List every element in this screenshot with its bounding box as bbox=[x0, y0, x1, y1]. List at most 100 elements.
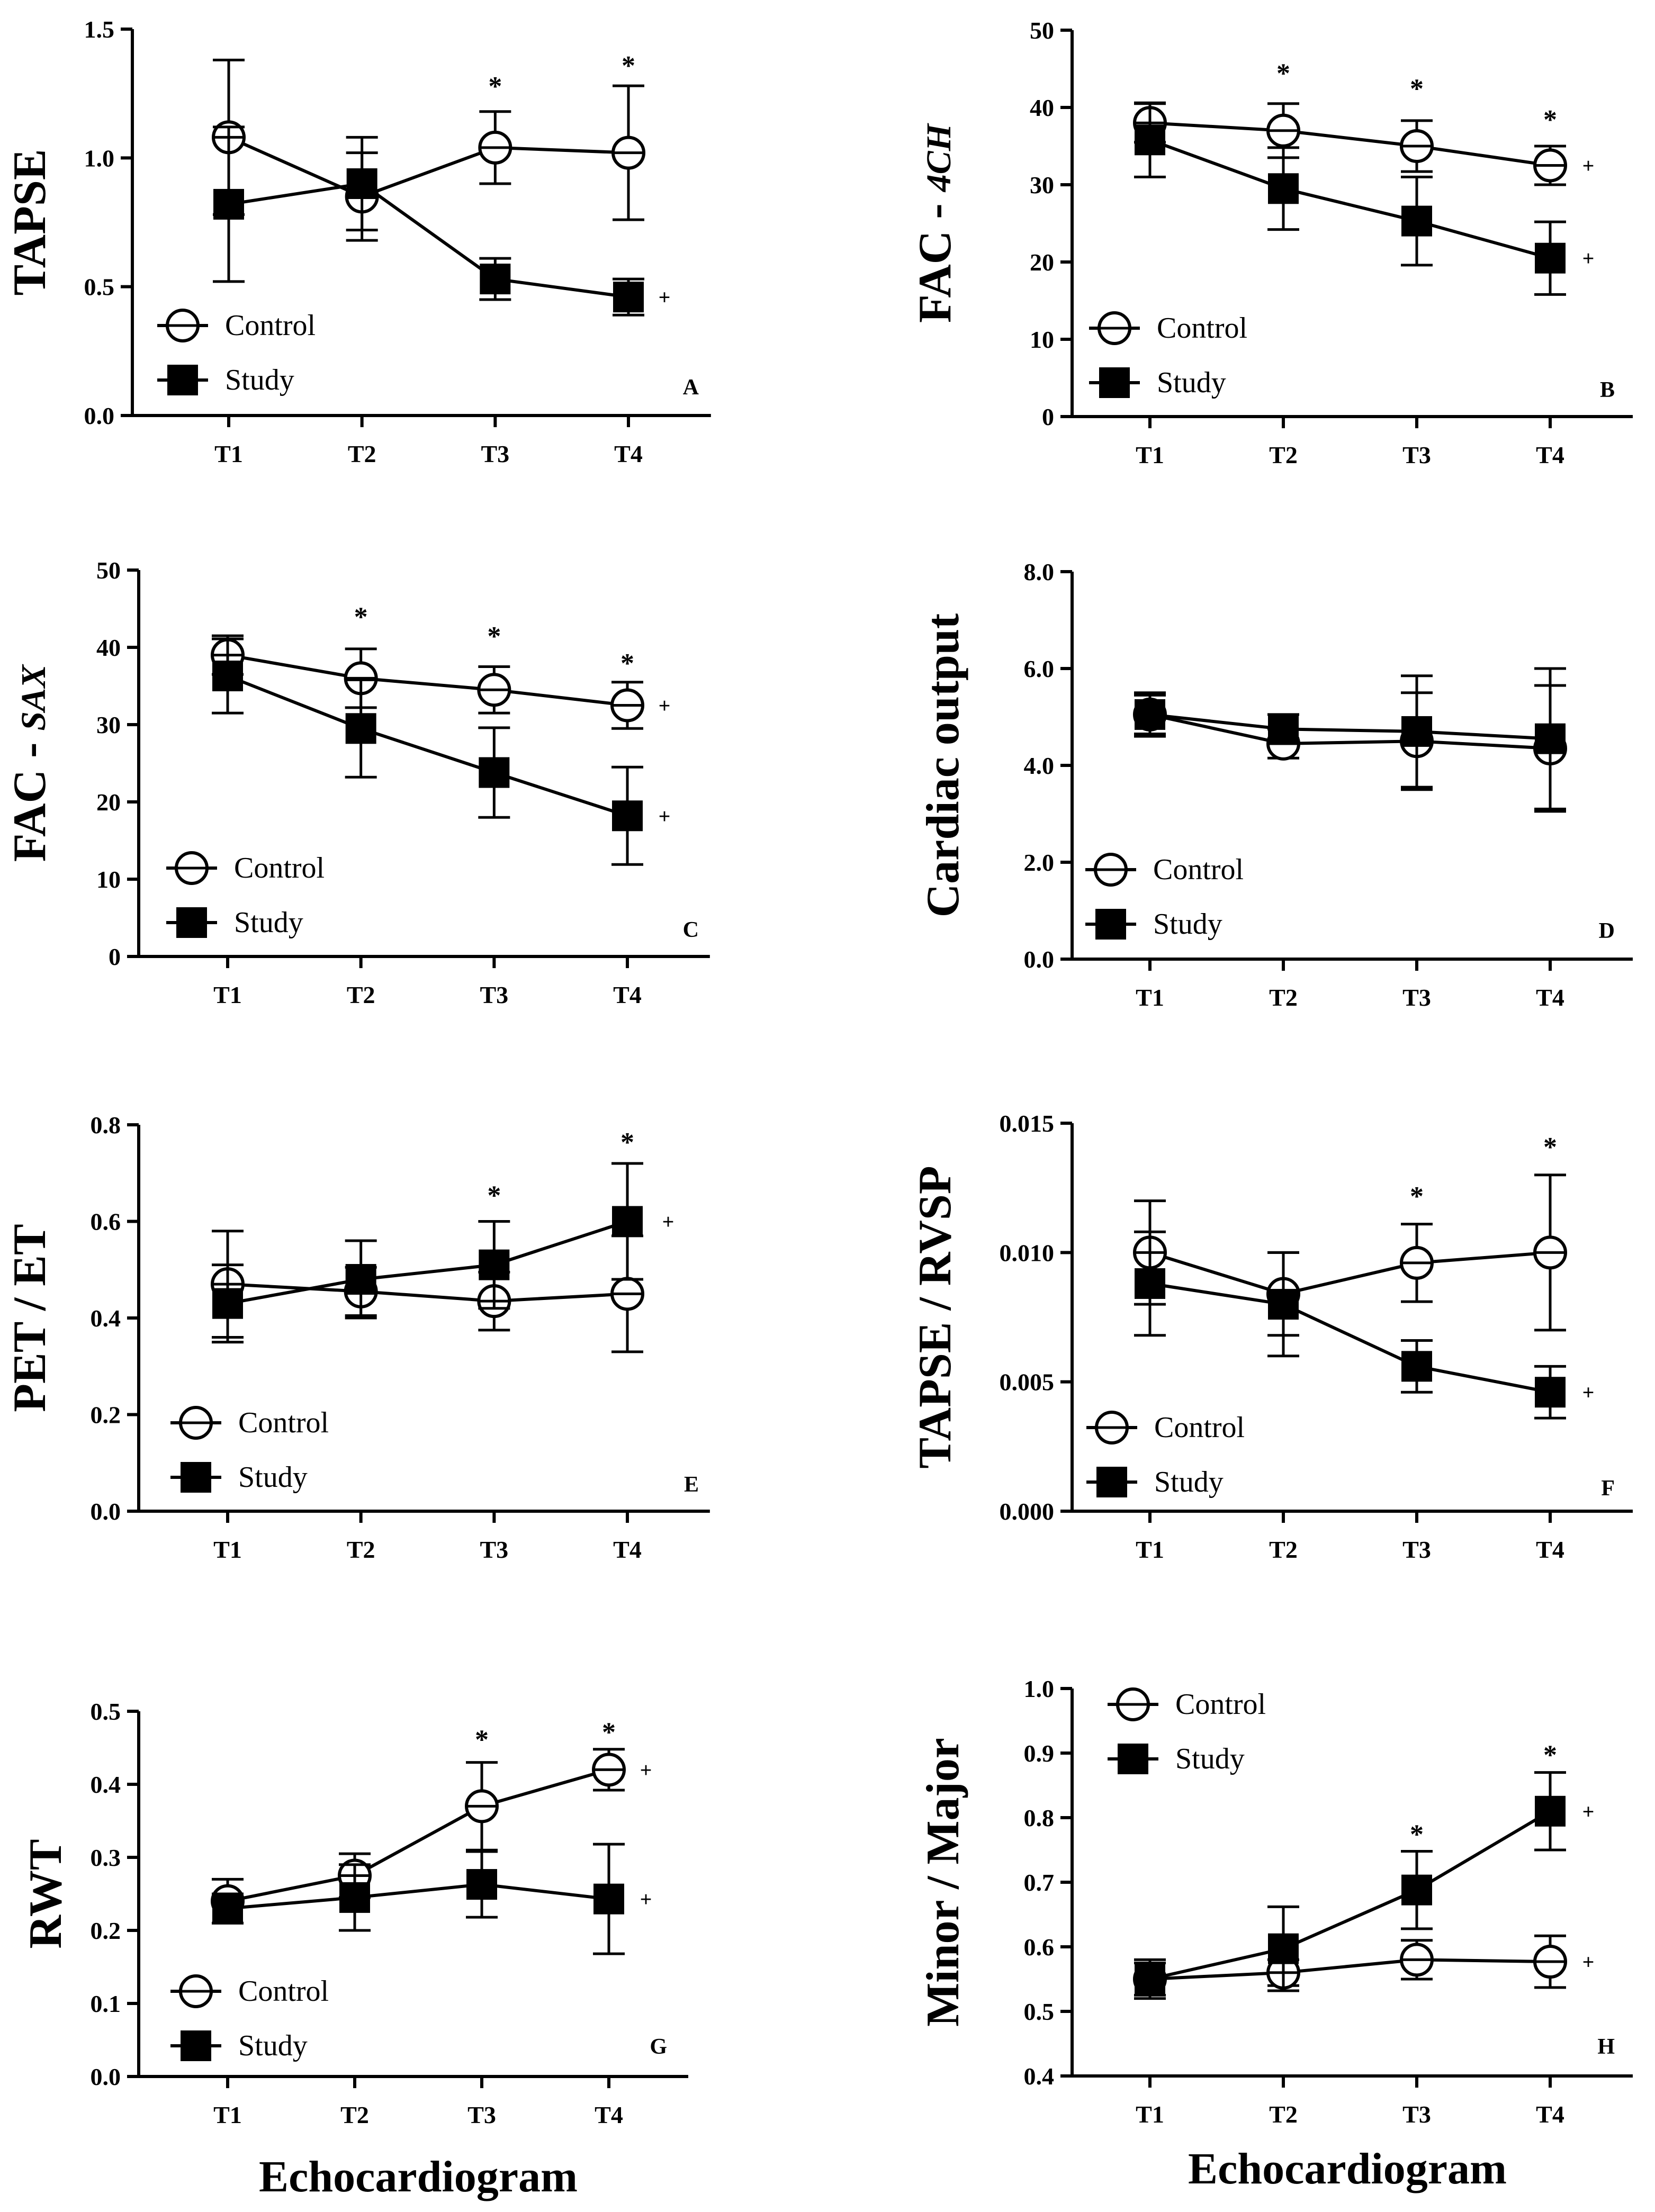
x-tick-label: T3 bbox=[1402, 984, 1431, 1011]
data-point-study bbox=[1135, 1268, 1165, 1299]
legend-study-label: Study bbox=[225, 364, 294, 396]
legend-study-marker bbox=[1096, 1467, 1127, 1497]
x-tick-label: T4 bbox=[1536, 984, 1564, 1011]
x-tick-label: T4 bbox=[613, 981, 642, 1008]
data-point-study bbox=[613, 282, 644, 313]
y-tick-label: 0.5 bbox=[84, 274, 115, 301]
legend-study-label: Study bbox=[238, 2029, 308, 2062]
legend-control-label: Control bbox=[1175, 1688, 1266, 1721]
legend: Control Study bbox=[1108, 1687, 1266, 1775]
y-tick-label: 0.9 bbox=[1024, 1740, 1055, 1767]
significance-star: * bbox=[1410, 74, 1424, 104]
series-control bbox=[1133, 1173, 1567, 1337]
significance-star: * bbox=[602, 1718, 616, 1748]
data-point-study bbox=[1535, 242, 1566, 274]
y-tick-label: 0.3 bbox=[91, 1844, 121, 1871]
series-study bbox=[212, 1162, 643, 1344]
data-point-study bbox=[339, 1882, 370, 1913]
y-axis-title: FAC - SAX bbox=[4, 664, 56, 862]
x-tick-label: T2 bbox=[1269, 984, 1298, 1011]
x-tick-label: T3 bbox=[1402, 441, 1431, 468]
y-tick-label: 0.6 bbox=[91, 1208, 121, 1235]
legend-study-marker bbox=[181, 2030, 211, 2061]
panel-letter: F bbox=[1601, 1476, 1615, 1501]
y-tick-label: 0.000 bbox=[1000, 1498, 1055, 1525]
y-tick-label: 0.6 bbox=[1024, 1934, 1055, 1961]
x-tick-label: T1 bbox=[1136, 984, 1164, 1011]
data-point-study bbox=[1135, 1964, 1165, 1994]
data-point-study bbox=[1268, 1289, 1299, 1320]
data-point-study bbox=[212, 661, 243, 692]
y-tick-label: 0.4 bbox=[91, 1305, 121, 1332]
legend: Control Study bbox=[1085, 853, 1244, 941]
y-tick-label: 0 bbox=[109, 943, 121, 970]
data-point-study bbox=[1401, 205, 1432, 237]
x-axis-title-left: Echocardiogram bbox=[259, 2152, 578, 2201]
y-tick-label: 50 bbox=[96, 557, 121, 584]
legend-control-label: Control bbox=[225, 309, 316, 342]
y-axis-title: FAC - 4CH bbox=[910, 122, 961, 323]
panels: 0.0 0.5 1.0 1.5 T1 T2 T3 T4 TAPSE * * + Control Study… bbox=[4, 16, 1633, 2128]
panel-letter: E bbox=[684, 1473, 699, 1497]
legend-study-label: Study bbox=[238, 1461, 308, 1494]
legend-study-marker bbox=[176, 907, 207, 938]
plus-annotation: + bbox=[1582, 154, 1595, 178]
plus-annotation: + bbox=[1582, 1950, 1595, 1974]
data-point-study bbox=[345, 1264, 376, 1295]
panel-a: 0.0 0.5 1.0 1.5 T1 T2 T3 T4 TAPSE * * + Control Study… bbox=[4, 16, 711, 467]
x-axis-title-right: Echocardiogram bbox=[1188, 2144, 1507, 2193]
x-tick-label: T2 bbox=[348, 440, 376, 467]
significance-star: * bbox=[1543, 1132, 1557, 1162]
legend-study-label: Study bbox=[1175, 1742, 1245, 1775]
data-point-study bbox=[1535, 723, 1566, 754]
x-tick-label: T1 bbox=[213, 1536, 242, 1563]
series-line bbox=[1149, 712, 1551, 750]
data-point-study bbox=[213, 188, 244, 220]
y-axis-title: Minor / Major bbox=[918, 1738, 969, 2027]
significance-star: * bbox=[620, 1127, 634, 1158]
x-tick-label: T2 bbox=[1269, 1536, 1298, 1563]
plus-annotation: + bbox=[1582, 1800, 1595, 1823]
series-line bbox=[1149, 712, 1551, 741]
data-point-study bbox=[593, 1883, 624, 1915]
series-control bbox=[211, 634, 644, 730]
y-tick-label: 4.0 bbox=[1024, 752, 1055, 779]
significance-star: * bbox=[487, 621, 501, 652]
legend-control-label: Control bbox=[1153, 853, 1244, 886]
y-tick-label: 0.8 bbox=[1024, 1804, 1055, 1831]
data-point-study bbox=[345, 713, 376, 744]
series-line bbox=[227, 674, 628, 818]
legend: Control Study bbox=[170, 1974, 329, 2062]
x-tick-label: T1 bbox=[213, 981, 242, 1008]
x-tick-label: T3 bbox=[480, 981, 508, 1008]
data-point-study bbox=[1135, 699, 1165, 730]
significance-star: * bbox=[488, 71, 502, 102]
plus-annotation: + bbox=[662, 1210, 674, 1234]
panel-letter: H bbox=[1597, 2035, 1615, 2059]
y-tick-label: 0.8 bbox=[91, 1112, 121, 1139]
series-study bbox=[1134, 101, 1566, 296]
x-tick-label: T3 bbox=[480, 1536, 508, 1563]
legend: Control Study bbox=[170, 1406, 329, 1494]
data-point-study bbox=[612, 800, 643, 832]
data-point-study bbox=[1135, 124, 1165, 156]
plus-annotation: + bbox=[640, 1888, 652, 1911]
legend-study-marker bbox=[1095, 909, 1126, 940]
legend-study-label: Study bbox=[1154, 1466, 1224, 1498]
y-tick-label: 2.0 bbox=[1024, 849, 1055, 876]
data-point-study bbox=[1535, 1377, 1566, 1408]
panel-f: 0.000 0.005 0.010 0.015 T1 T2 T3 T4 TAPSE / RVSP… bbox=[910, 1110, 1633, 1563]
panel-c: 0 10 20 30 40 50 T1 T2 T3 T4 FAC - SAX * * * + + Control… bbox=[4, 557, 710, 1008]
series-control bbox=[1133, 684, 1567, 813]
legend-control-label: Control bbox=[238, 1406, 329, 1439]
data-point-study bbox=[1268, 173, 1299, 204]
series-control bbox=[211, 1748, 626, 1925]
series-line bbox=[227, 653, 628, 707]
y-tick-label: 0.0 bbox=[91, 2063, 121, 2090]
data-point-study bbox=[1268, 1933, 1299, 1964]
legend-control-label: Control bbox=[234, 852, 325, 884]
plus-annotation: + bbox=[659, 804, 671, 828]
legend-study-marker bbox=[1118, 1744, 1148, 1774]
data-point-study bbox=[346, 168, 377, 199]
